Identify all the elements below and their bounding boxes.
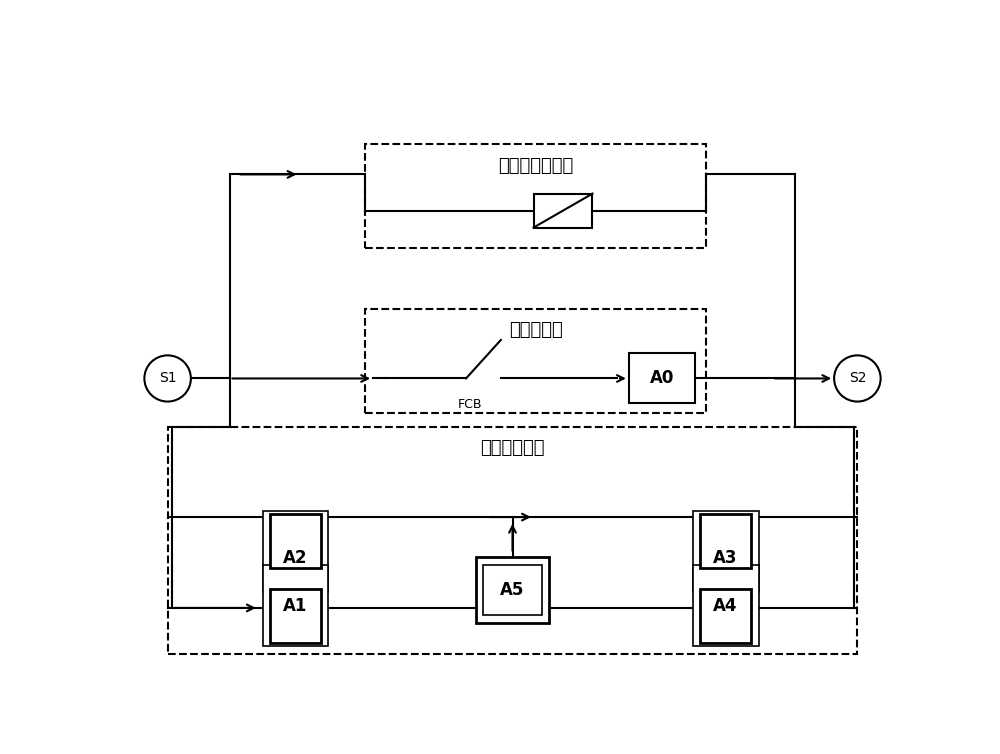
Text: 转移电流电路: 转移电流电路 xyxy=(480,439,545,456)
Bar xyxy=(629,354,695,403)
Text: A5: A5 xyxy=(500,581,525,599)
Bar xyxy=(476,557,549,623)
Bar xyxy=(700,589,751,643)
Bar xyxy=(168,427,857,654)
Bar xyxy=(693,566,759,646)
Text: A0: A0 xyxy=(650,369,674,388)
Bar xyxy=(534,194,592,228)
Bar xyxy=(700,514,751,569)
Text: A4: A4 xyxy=(713,596,738,615)
Bar xyxy=(365,309,706,413)
Text: A2: A2 xyxy=(283,549,308,567)
Text: S1: S1 xyxy=(159,372,176,385)
Bar xyxy=(365,143,706,247)
Text: 主电流电路: 主电流电路 xyxy=(509,320,563,339)
Bar xyxy=(270,589,321,643)
Bar xyxy=(263,511,328,592)
Bar xyxy=(693,511,759,592)
Text: FCB: FCB xyxy=(458,397,482,411)
Text: S2: S2 xyxy=(849,372,866,385)
Bar xyxy=(483,566,542,615)
Bar xyxy=(263,566,328,646)
Text: A1: A1 xyxy=(283,596,308,615)
Text: A3: A3 xyxy=(713,549,738,567)
Bar xyxy=(270,514,321,569)
Text: 过电压限制电路: 过电压限制电路 xyxy=(498,158,573,176)
